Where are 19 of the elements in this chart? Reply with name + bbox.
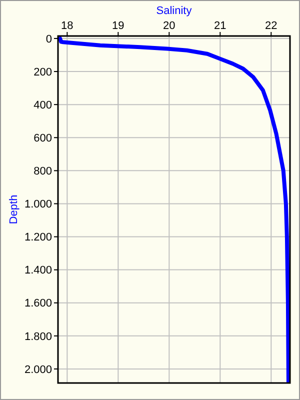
line-series	[58, 36, 290, 383]
x-tick-label: 21	[214, 20, 226, 32]
x-tick-label: 22	[265, 20, 278, 32]
y-tick-label: 400	[34, 99, 52, 112]
y-tick-label: 1.400	[24, 264, 52, 277]
y-tick-label: 0	[46, 33, 52, 46]
y-axis-title: Depth	[8, 194, 20, 224]
y-tick-label: 1.600	[24, 298, 52, 310]
y-tick-label: 1.000	[24, 198, 52, 211]
y-tick-label: 200	[34, 66, 52, 78]
y-tick-label: 2.000	[24, 364, 52, 376]
y-tick-label: 1.200	[24, 232, 52, 244]
x-tick-label: 20	[163, 20, 176, 32]
y-tick-label: 600	[34, 132, 52, 144]
x-tick-label: 18	[61, 20, 74, 32]
y-tick-label: 1.800	[24, 330, 52, 343]
x-tick-label: 19	[112, 20, 124, 32]
y-tick-label: 800	[34, 166, 52, 178]
x-axis-title: Salinity	[156, 5, 192, 17]
